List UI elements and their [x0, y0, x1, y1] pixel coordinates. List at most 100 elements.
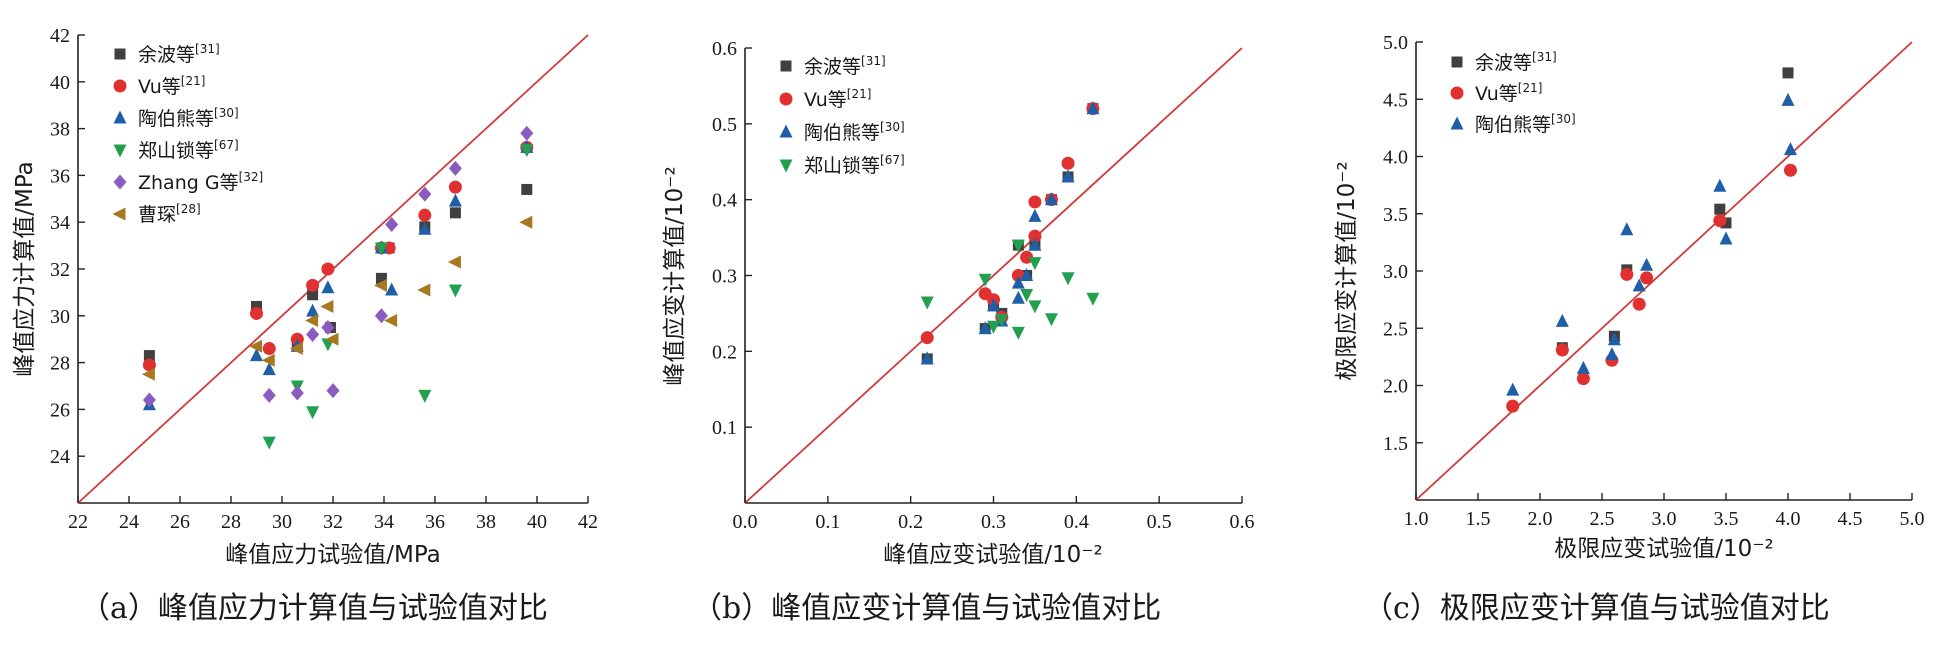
data-point-vu	[1640, 271, 1654, 285]
series-zheng-shansuo	[920, 239, 1100, 340]
series-vu	[1506, 163, 1797, 413]
data-point-zheng-shansuo	[306, 406, 320, 420]
y-tick-label: 24	[50, 446, 70, 468]
data-point-zheng-shansuo	[418, 389, 432, 403]
x-tick-label: 1.5	[1466, 508, 1491, 530]
data-point-vu	[1620, 267, 1634, 281]
x-tick-label: 32	[323, 511, 343, 533]
data-point-vu	[1713, 214, 1727, 228]
data-point-tao-boxiong	[1607, 332, 1621, 346]
y-tick-label: 30	[50, 306, 70, 328]
data-point-cao-chen	[325, 332, 339, 346]
data-point-vu	[1783, 163, 1797, 177]
x-tick-label: 24	[119, 511, 139, 533]
y-axis-label: 峰值应变计算值/10⁻²	[662, 166, 688, 385]
data-point-tao-boxiong	[1781, 92, 1795, 106]
y-tick-label: 3.5	[1383, 204, 1408, 226]
data-point-tao-boxiong	[978, 321, 992, 335]
data-point-tao-boxiong	[1576, 360, 1590, 374]
x-tick-label: 0.1	[815, 511, 840, 533]
data-point-vu	[262, 342, 276, 356]
legend-label-zheng-shansuo: 郑山锁等[67]	[804, 153, 905, 177]
data-point-cao-chen	[417, 283, 431, 297]
data-point-tao-boxiong	[1028, 208, 1042, 222]
data-point-tao-boxiong	[1719, 231, 1733, 245]
data-point-zheng-shansuo	[987, 320, 1000, 334]
x-tick-label: 0.5	[1147, 511, 1172, 533]
data-point-zheng-shansuo	[1020, 288, 1034, 302]
x-tick-label: 3.0	[1652, 508, 1677, 530]
data-point-tao-boxiong	[1044, 192, 1058, 206]
data-point-tao-boxiong	[306, 303, 320, 317]
legend-label-zheng-shansuo: 郑山锁等[67]	[138, 138, 239, 162]
x-tick-label: 36	[425, 511, 445, 533]
series-tao-boxiong	[920, 101, 1100, 365]
x-tick-label: 5.0	[1900, 508, 1925, 530]
series-zhang-g	[142, 125, 534, 408]
data-point-zheng-shansuo	[1011, 239, 1025, 253]
x-tick-label: 30	[272, 511, 292, 533]
legend-label-yu-bo: 余波等[31]	[1475, 50, 1557, 74]
x-axis-label: 峰值应变试验值/10⁻²	[883, 542, 1102, 568]
x-tick-label: 38	[476, 511, 496, 533]
y-tick-label: 2.0	[1383, 376, 1408, 398]
data-point-zheng-shansuo	[262, 436, 276, 450]
x-tick-label: 2.5	[1590, 508, 1615, 530]
y-tick-label: 0.2	[712, 341, 737, 363]
data-point-cao-chen	[447, 255, 461, 269]
x-tick-label: 0.3	[981, 511, 1006, 533]
y-tick-label: 0.1	[712, 417, 737, 439]
data-point-yu-bo	[1714, 203, 1726, 215]
data-point-vu	[321, 262, 335, 276]
y-axis-label: 峰值应力计算值/MPa	[12, 161, 38, 377]
legend-marker-yu-bo	[114, 48, 126, 60]
legend-label-vu: Vu等[21]	[1475, 81, 1542, 105]
data-point-vu	[920, 331, 934, 345]
y-tick-label: 34	[50, 212, 70, 234]
y-tick-label: 26	[50, 399, 70, 421]
x-tick-label: 3.5	[1714, 508, 1739, 530]
x-axis-label: 峰值应力试验值/MPa	[225, 542, 441, 568]
legend-marker-tao-boxiong	[113, 110, 127, 124]
data-point-tao-boxiong	[1555, 313, 1569, 327]
data-point-vu	[250, 306, 263, 320]
data-point-zheng-shansuo	[978, 273, 992, 287]
figure-caption: （a）峰值应力计算值与试验值对比	[80, 591, 548, 626]
x-tick-label: 0.2	[898, 511, 923, 533]
legend-marker-vu	[113, 79, 127, 93]
data-point-vu	[1028, 195, 1042, 209]
series-yu-bo	[1556, 67, 1794, 354]
x-tick-label: 42	[578, 511, 598, 533]
data-point-vu	[1632, 297, 1646, 311]
data-point-vu	[448, 180, 462, 194]
data-point-tao-boxiong	[448, 193, 462, 207]
data-point-tao-boxiong	[1632, 278, 1646, 292]
x-tick-label: 0.0	[733, 511, 758, 533]
legend-marker-yu-bo	[1451, 56, 1463, 68]
x-tick-label: 0.6	[1230, 511, 1255, 533]
legend-marker-zheng-shansuo	[113, 144, 127, 158]
data-point-tao-boxiong	[321, 280, 335, 294]
data-point-zheng-shansuo	[1028, 300, 1042, 314]
x-tick-label: 4.5	[1838, 508, 1863, 530]
figure-caption: （c）极限应变计算值与试验值对比	[1363, 591, 1830, 626]
legend-label-vu: Vu等[21]	[138, 74, 205, 98]
x-tick-label: 34	[374, 511, 394, 533]
data-point-tao-boxiong	[987, 298, 1000, 312]
data-point-zhang-g	[306, 327, 320, 343]
y-tick-label: 4.0	[1383, 147, 1408, 169]
data-point-zhang-g	[520, 125, 534, 141]
legend-label-tao-boxiong: 陶伯熊等[30]	[138, 106, 239, 130]
data-point-zhang-g	[448, 160, 462, 176]
data-point-cao-chen	[519, 215, 533, 229]
data-point-cao-chen	[320, 299, 334, 313]
data-point-vu	[1576, 372, 1590, 386]
data-point-tao-boxiong	[1713, 178, 1727, 192]
x-tick-label: 1.0	[1404, 508, 1429, 530]
x-tick-label: 4.0	[1776, 508, 1801, 530]
reference-line-y-equals-x	[744, 47, 1243, 504]
legend-marker-vu	[779, 92, 793, 106]
data-point-tao-boxiong	[1605, 347, 1619, 361]
data-point-zheng-shansuo	[1028, 257, 1042, 271]
data-point-vu	[1506, 399, 1520, 413]
